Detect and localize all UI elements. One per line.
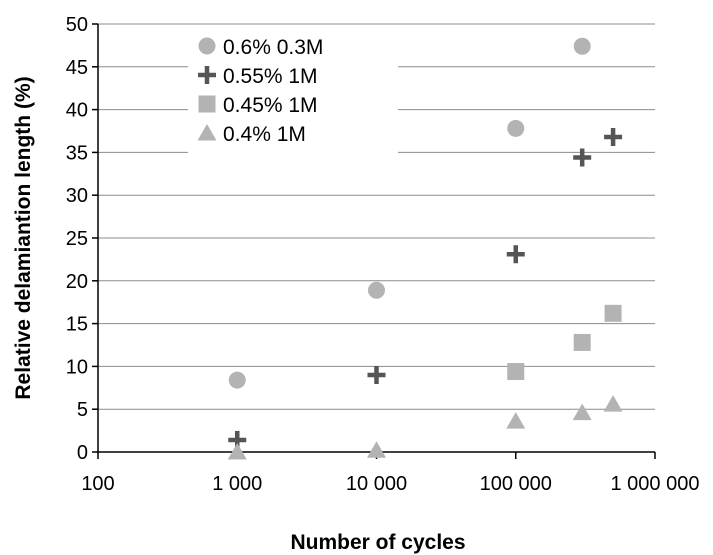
y-tick-label: 0 [77,442,88,464]
x-tick-label: 1 000 [212,473,262,495]
data-point-square [507,363,525,381]
legend-marker-triangle [197,124,217,141]
data-point-circle [368,281,385,299]
legend-marker-plus [198,66,216,84]
data-point-plus [604,127,623,146]
legend: 0.6% 0.3M 0.55% 1M 0.45% 1M 0.4% 1M [188,28,398,154]
data-point-circle [507,119,525,137]
legend-marker-circle [198,37,216,55]
y-tick-label: 5 [77,399,88,421]
data-points [227,37,623,460]
legend-marker-square [198,95,216,113]
data-point-plus [367,365,386,384]
data-point-triangle [572,403,592,421]
data-point-plus [506,245,525,264]
data-point-plus [573,148,592,167]
data-point-triangle [227,443,247,460]
x-axis-title: Number of cycles [290,531,465,554]
y-tick-label: 45 [66,57,88,79]
y-tick-label: 35 [66,142,88,164]
data-point-square [604,304,622,322]
legend-label: 0.4% 1M [223,123,306,146]
y-axis-title: Relative delamiantion length (%) [12,76,35,399]
y-tick-label: 40 [66,100,88,122]
legend-label: 0.45% 1M [223,94,318,117]
y-tick-label: 50 [66,14,88,36]
x-tick-label: 100 000 [480,473,552,495]
y-tick-label: 30 [66,185,88,207]
y-tick-label: 25 [66,228,88,250]
x-tick-label: 100 [81,473,114,495]
data-point-circle [228,371,246,389]
legend-background [188,28,398,154]
legend-label: 0.6% 0.3M [223,36,323,59]
data-point-circle [573,37,591,55]
y-tick-label: 20 [66,271,88,293]
data-point-square [573,333,591,351]
data-point-triangle [603,395,623,412]
x-tick-label: 10 000 [346,473,407,495]
tick-labels: 0 5 10 15 20 25 30 35 40 45 50 100 1 000 10 000 100 00… [66,14,700,495]
y-tick-label: 15 [66,314,88,336]
x-tick-label: 1 000 000 [611,473,700,495]
y-tick-label: 10 [66,356,88,378]
data-point-triangle [506,412,526,429]
legend-label: 0.55% 1M [223,65,318,88]
data-point-triangle [367,441,386,458]
